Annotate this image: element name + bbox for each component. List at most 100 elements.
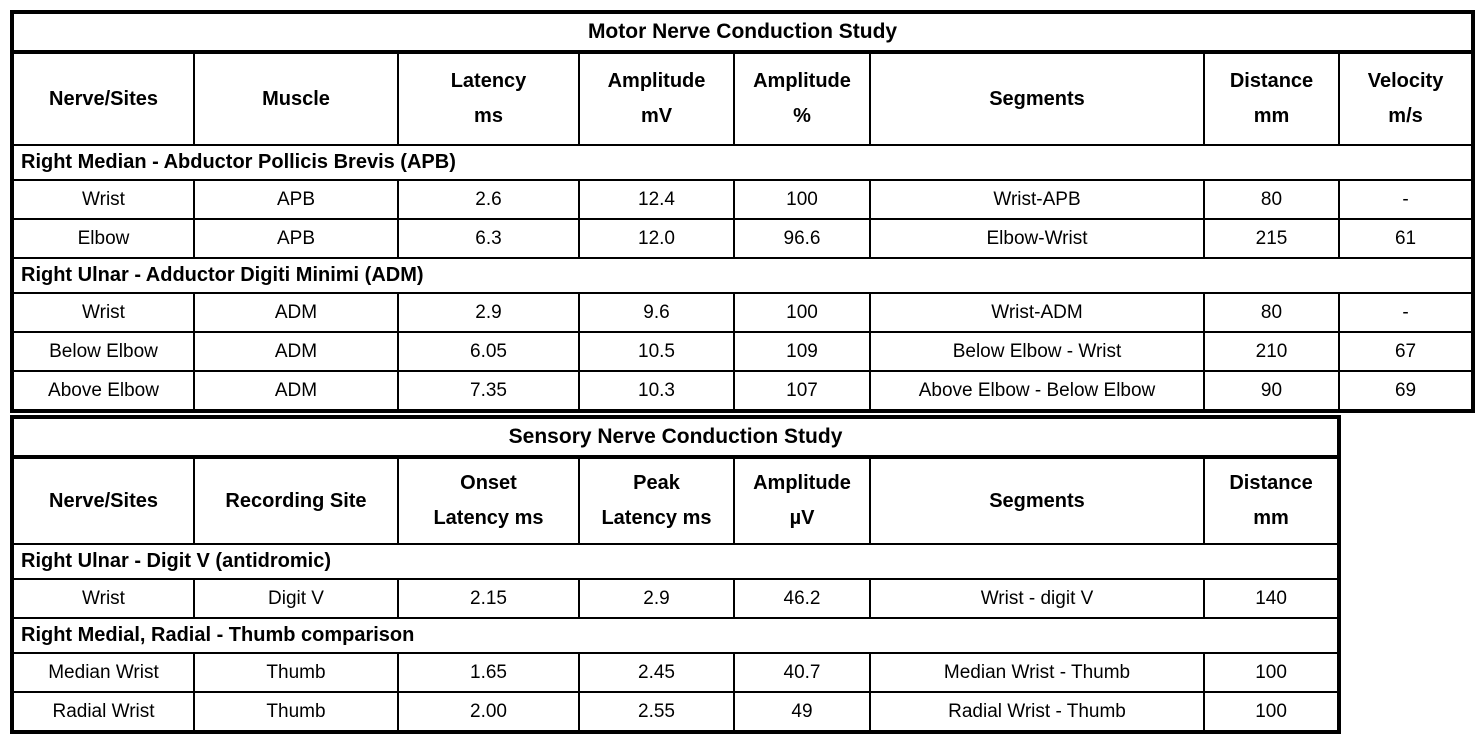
table-cell: 100 bbox=[733, 292, 871, 333]
column-header-velocity: Velocity m/s bbox=[1337, 51, 1475, 146]
column-header-peak-latency: Peak Latency ms bbox=[578, 456, 735, 545]
column-header-amplitude-pct: Amplitude % bbox=[733, 51, 871, 146]
sensory-header-row: Nerve/Sites Recording Site Onset Latency… bbox=[11, 456, 1341, 545]
table-cell: Elbow-Wrist bbox=[869, 218, 1205, 259]
sensory-study-table: Sensory Nerve Conduction Study Nerve/Sit… bbox=[10, 415, 1342, 734]
table-cell: Wrist bbox=[11, 578, 195, 619]
table-cell: Wrist - digit V bbox=[869, 578, 1205, 619]
table-cell: ADM bbox=[193, 292, 399, 333]
table-row: Wrist Digit V 2.15 2.9 46.2 Wrist - digi… bbox=[11, 578, 1341, 619]
table-cell: 80 bbox=[1203, 292, 1340, 333]
table-cell: Digit V bbox=[193, 578, 399, 619]
column-header-onset-latency: Onset Latency ms bbox=[397, 456, 580, 545]
sensory-title-row: Sensory Nerve Conduction Study bbox=[10, 416, 1341, 459]
table-cell: 40.7 bbox=[733, 652, 871, 693]
motor-header-row: Nerve/Sites Muscle Latency ms Amplitude … bbox=[11, 51, 1475, 146]
table-cell: 2.55 bbox=[578, 691, 735, 733]
column-header-segments: Segments bbox=[869, 51, 1205, 146]
table-cell: 215 bbox=[1203, 218, 1340, 259]
section-header-right-median-apb: Right Median - Abductor Pollicis Brevis … bbox=[10, 144, 1475, 181]
column-header-segments: Segments bbox=[869, 456, 1205, 545]
column-header-amplitude-mv: Amplitude mV bbox=[578, 51, 735, 146]
table-cell: - bbox=[1337, 292, 1475, 333]
column-header-recording-site: Recording Site bbox=[193, 456, 399, 545]
table-cell: 9.6 bbox=[578, 292, 735, 333]
table-cell: 12.4 bbox=[578, 179, 735, 220]
table-cell: 2.45 bbox=[578, 652, 735, 693]
table-cell: 210 bbox=[1203, 331, 1340, 372]
table-cell: Thumb bbox=[193, 652, 399, 693]
table-cell: APB bbox=[193, 179, 399, 220]
table-cell: 100 bbox=[1202, 691, 1341, 733]
table-cell: Radial Wrist - Thumb bbox=[869, 691, 1205, 733]
motor-table-title: Motor Nerve Conduction Study bbox=[10, 11, 1475, 54]
table-cell: Wrist bbox=[11, 292, 195, 333]
table-cell: 2.9 bbox=[397, 292, 580, 333]
table-cell: 100 bbox=[733, 179, 871, 220]
column-header-nerve-sites: Nerve/Sites bbox=[11, 456, 195, 545]
column-header-muscle: Muscle bbox=[193, 51, 399, 146]
table-cell: Above Elbow - Below Elbow bbox=[869, 370, 1205, 412]
table-cell: 12.0 bbox=[578, 218, 735, 259]
table-cell: Median Wrist bbox=[11, 652, 195, 693]
table-cell: 2.6 bbox=[397, 179, 580, 220]
table-cell: 6.3 bbox=[397, 218, 580, 259]
table-cell: Thumb bbox=[193, 691, 399, 733]
section-header-row: Right Ulnar - Adductor Digiti Minimi (AD… bbox=[10, 257, 1475, 294]
section-header-right-ulnar-adm: Right Ulnar - Adductor Digiti Minimi (AD… bbox=[10, 257, 1475, 294]
table-cell: ADM bbox=[193, 331, 399, 372]
table-cell: Radial Wrist bbox=[11, 691, 195, 733]
table-row: Radial Wrist Thumb 2.00 2.55 49 Radial W… bbox=[11, 691, 1341, 733]
table-cell: 61 bbox=[1337, 218, 1475, 259]
table-cell: 10.5 bbox=[578, 331, 735, 372]
column-header-amplitude-uv: Amplitude µV bbox=[733, 456, 871, 545]
table-cell: Wrist bbox=[11, 179, 195, 220]
table-cell: Above Elbow bbox=[11, 370, 195, 412]
table-cell: 6.05 bbox=[397, 331, 580, 372]
table-cell: 10.3 bbox=[578, 370, 735, 412]
motor-study-table: Motor Nerve Conduction Study Nerve/Sites… bbox=[10, 10, 1476, 413]
table-cell: Below Elbow bbox=[11, 331, 195, 372]
table-row: Below Elbow ADM 6.05 10.5 109 Below Elbo… bbox=[11, 331, 1475, 372]
table-cell: 49 bbox=[733, 691, 871, 733]
sensory-table-title: Sensory Nerve Conduction Study bbox=[10, 416, 1341, 459]
table-cell: 107 bbox=[733, 370, 871, 412]
table-cell: 2.9 bbox=[578, 578, 735, 619]
table-row: Wrist ADM 2.9 9.6 100 Wrist-ADM 80 - bbox=[11, 292, 1475, 333]
table-cell: 1.65 bbox=[397, 652, 580, 693]
table-cell: Below Elbow - Wrist bbox=[869, 331, 1205, 372]
table-cell: - bbox=[1337, 179, 1475, 220]
column-header-distance: Distance mm bbox=[1203, 51, 1340, 146]
table-cell: 109 bbox=[733, 331, 871, 372]
section-header-row: Right Median - Abductor Pollicis Brevis … bbox=[10, 144, 1475, 181]
table-row: Elbow APB 6.3 12.0 96.6 Elbow-Wrist 215 … bbox=[11, 218, 1475, 259]
table-cell: Median Wrist - Thumb bbox=[869, 652, 1205, 693]
table-cell: 96.6 bbox=[733, 218, 871, 259]
motor-title-row: Motor Nerve Conduction Study bbox=[10, 11, 1475, 54]
section-header-row: Right Medial, Radial - Thumb comparison bbox=[10, 617, 1341, 654]
table-cell: Elbow bbox=[11, 218, 195, 259]
table-cell: 140 bbox=[1202, 578, 1341, 619]
table-cell: 7.35 bbox=[397, 370, 580, 412]
table-cell: 2.15 bbox=[397, 578, 580, 619]
column-header-nerve-sites: Nerve/Sites bbox=[11, 51, 195, 146]
column-header-distance: Distance mm bbox=[1202, 456, 1341, 545]
table-row: Above Elbow ADM 7.35 10.3 107 Above Elbo… bbox=[11, 370, 1475, 412]
table-cell: 46.2 bbox=[733, 578, 871, 619]
table-row: Wrist APB 2.6 12.4 100 Wrist-APB 80 - bbox=[11, 179, 1475, 220]
table-cell: 80 bbox=[1203, 179, 1340, 220]
column-header-latency: Latency ms bbox=[397, 51, 580, 146]
table-cell: APB bbox=[193, 218, 399, 259]
table-cell: 90 bbox=[1203, 370, 1340, 412]
table-cell: ADM bbox=[193, 370, 399, 412]
section-header-right-medial-radial-thumb: Right Medial, Radial - Thumb comparison bbox=[10, 617, 1341, 654]
table-row: Median Wrist Thumb 1.65 2.45 40.7 Median… bbox=[11, 652, 1341, 693]
table-cell: 100 bbox=[1202, 652, 1341, 693]
table-cell: Wrist-ADM bbox=[869, 292, 1205, 333]
section-header-right-ulnar-digit-v: Right Ulnar - Digit V (antidromic) bbox=[10, 543, 1341, 580]
table-cell: 2.00 bbox=[397, 691, 580, 733]
table-cell: Wrist-APB bbox=[869, 179, 1205, 220]
table-cell: 67 bbox=[1337, 331, 1475, 372]
section-header-row: Right Ulnar - Digit V (antidromic) bbox=[10, 543, 1341, 580]
